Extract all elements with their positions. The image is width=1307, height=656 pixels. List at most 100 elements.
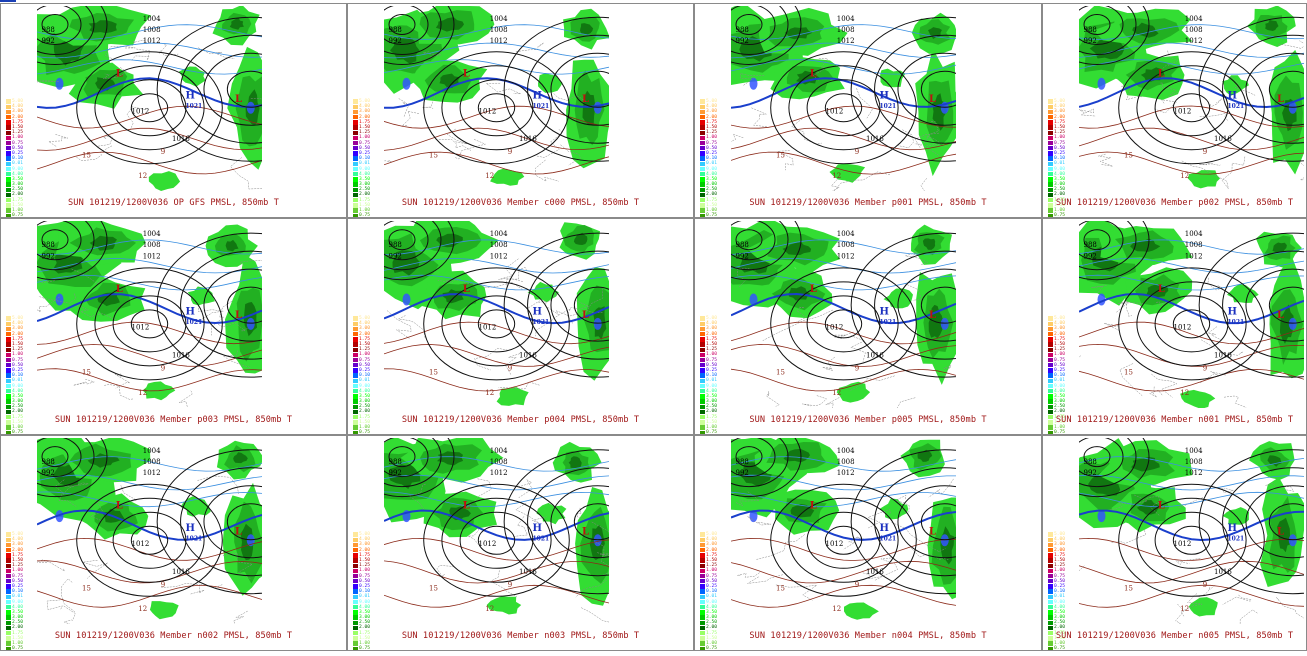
isobar xyxy=(503,16,609,162)
forecast-panel[interactable]: 5.00 4.00 3.00 2.00 1.75 1.50 1.25 1.00 0.75 0.50… xyxy=(0,435,347,651)
legend-value: 1.00 xyxy=(1054,568,1066,574)
legend-entry: 1.75 xyxy=(353,631,373,636)
forecast-panel[interactable]: 5.00 4.00 3.00 2.00 1.75 1.50 1.25 1.00 0.75 0.50… xyxy=(694,218,1042,435)
legend-entry: 0.25 xyxy=(353,151,373,156)
legend-value: 5.00 xyxy=(359,532,371,538)
forecast-panel[interactable]: 5.00 4.00 3.00 2.00 1.75 1.50 1.25 1.00 0.75 0.50… xyxy=(0,3,347,218)
legend-swatch xyxy=(6,156,11,161)
legend-value: 0.75 xyxy=(12,573,24,579)
boundary-line xyxy=(1110,530,1147,544)
legend-entry: 4.00 xyxy=(6,321,26,326)
legend-swatch xyxy=(353,589,358,594)
boundary-line xyxy=(47,134,68,148)
precip-color-legend: 5.00 4.00 3.00 2.00 1.75 1.50 1.25 1.00 0.75 0.50… xyxy=(1048,316,1068,434)
legend-swatch xyxy=(6,605,11,610)
temperature-label: 15 xyxy=(1124,152,1133,160)
isobar xyxy=(441,497,552,583)
legend-value: 1.00 xyxy=(1054,135,1066,141)
boundary-line xyxy=(776,150,794,171)
boundary-line xyxy=(1119,363,1143,396)
forecast-panel[interactable]: 5.00 4.00 3.00 2.00 1.75 1.50 1.25 1.00 0.75 0.50… xyxy=(1042,435,1307,651)
legend-value: 2.50 xyxy=(12,404,24,410)
precip-area xyxy=(790,504,815,518)
precip-area xyxy=(928,27,942,39)
forecast-panel[interactable]: 5.00 4.00 3.00 2.00 1.75 1.50 1.25 1.00 0.75 0.50… xyxy=(347,435,694,651)
forecast-panel[interactable]: 5.00 4.00 3.00 2.00 1.75 1.50 1.25 1.00 0.75 0.50… xyxy=(0,218,347,435)
isobar xyxy=(156,16,262,162)
boundary-line xyxy=(103,67,128,80)
legend-swatch xyxy=(6,368,11,373)
legend-value: 2.50 xyxy=(706,620,718,626)
legend-value: 9.00 xyxy=(12,599,24,605)
legend-entry: 3.00 xyxy=(6,399,26,404)
legend-swatch xyxy=(700,599,705,605)
legend-swatch xyxy=(700,573,705,579)
isobar-label: 992 xyxy=(389,252,402,260)
legend-value: 3.50 xyxy=(12,609,24,615)
forecast-panel[interactable]: 5.00 4.00 3.00 2.00 1.75 1.50 1.25 1.00 0.75 0.50… xyxy=(1042,3,1307,218)
legend-entry: 4.00 xyxy=(1048,104,1068,109)
isobar-label: 1012 xyxy=(143,37,161,45)
boundary-line xyxy=(905,251,929,265)
legend-entry: 1.50 xyxy=(1048,125,1068,130)
legend-value: 4.00 xyxy=(706,104,718,110)
precip-area xyxy=(538,73,563,93)
isobar xyxy=(441,65,552,151)
isobar xyxy=(423,483,570,597)
legend-entry: 0.10 xyxy=(6,373,26,378)
legend-value: 1.00 xyxy=(12,641,24,647)
precip-area xyxy=(580,23,594,35)
forecast-panel[interactable]: 5.00 4.00 3.00 2.00 1.75 1.50 1.25 1.00 0.75 0.50… xyxy=(347,218,694,435)
legend-value: 3.00 xyxy=(706,615,718,621)
isotherm-warm xyxy=(384,560,609,584)
isobar xyxy=(735,14,763,35)
legend-value: 5.00 xyxy=(706,99,718,105)
isobar xyxy=(76,267,223,381)
forecast-panel[interactable]: 5.00 4.00 3.00 2.00 1.75 1.50 1.25 1.00 0.75 0.50… xyxy=(1042,218,1307,435)
legend-entry: 1.50 xyxy=(6,203,26,208)
legend-value: 0.25 xyxy=(359,367,371,373)
forecast-panel[interactable]: 5.00 4.00 3.00 2.00 1.75 1.50 1.25 1.00 0.75 0.50… xyxy=(694,435,1042,651)
isotherm-cold xyxy=(384,274,609,291)
isotherm-zero xyxy=(731,77,956,109)
legend-value: 1.75 xyxy=(706,552,718,558)
legend-swatch xyxy=(1048,213,1053,217)
isobar xyxy=(37,6,95,55)
isobar xyxy=(37,6,108,65)
temperature-label: 9 xyxy=(1203,581,1207,589)
legend-swatch xyxy=(353,558,358,563)
legend-value: 3.00 xyxy=(12,615,24,621)
legend-value: 2.00 xyxy=(1054,331,1066,337)
isobar-label: 988 xyxy=(736,241,749,249)
isobar-label: 1008 xyxy=(143,241,161,249)
legend-value: 1.50 xyxy=(1054,635,1066,641)
legend-value: 0.75 xyxy=(359,213,371,218)
legend-entry: 9.00 xyxy=(1048,166,1068,172)
high-pressure-marker: H xyxy=(1228,523,1237,534)
legend-swatch xyxy=(6,563,11,568)
legend-swatch xyxy=(700,589,705,594)
isobar xyxy=(384,6,429,45)
legend-swatch xyxy=(6,383,11,389)
isotherm-warm xyxy=(731,151,956,175)
legend-value: 1.75 xyxy=(706,119,718,125)
legend-swatch xyxy=(700,203,705,208)
legend-value: 0.50 xyxy=(359,362,371,368)
legend-swatch xyxy=(700,615,705,620)
legend-value: 1.75 xyxy=(1054,414,1066,420)
legend-value: 1.50 xyxy=(1054,558,1066,564)
isotherm-cold xyxy=(37,59,262,75)
forecast-panel[interactable]: 5.00 4.00 3.00 2.00 1.75 1.50 1.25 1.00 0.75 0.50… xyxy=(694,3,1042,218)
low-pressure-marker: L xyxy=(235,310,242,321)
legend-entry: 2.00 xyxy=(6,548,26,553)
legend-value: 2.00 xyxy=(706,409,718,415)
boundary-line xyxy=(1177,497,1204,509)
temperature-label: 15 xyxy=(82,585,91,593)
heavy-precip-core xyxy=(1097,77,1106,90)
legend-swatch xyxy=(1048,558,1053,563)
legend-entry: 1.25 xyxy=(6,130,26,135)
isobar xyxy=(731,438,789,488)
forecast-panel[interactable]: 5.00 4.00 3.00 2.00 1.75 1.50 1.25 1.00 0.75 0.50… xyxy=(347,3,694,218)
legend-value: 1.75 xyxy=(12,336,24,342)
legend-swatch xyxy=(700,625,705,631)
